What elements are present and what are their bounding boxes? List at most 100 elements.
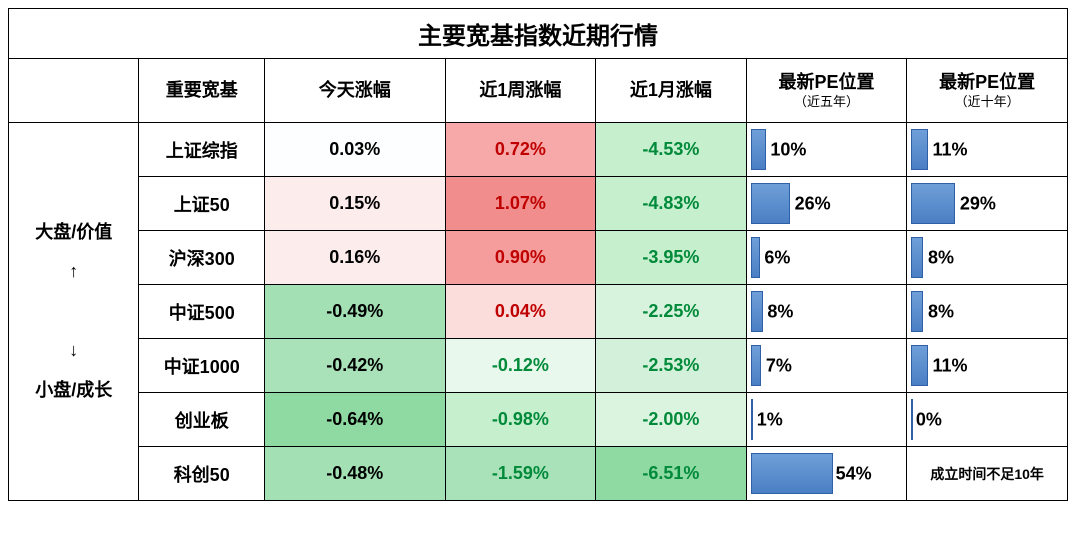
pe-bar <box>911 183 955 224</box>
index-table: 主要宽基指数近期行情 重要宽基 今天涨幅 近1周涨幅 近1月涨幅 最新PE位置 … <box>8 8 1068 501</box>
col-name: 重要宽基 <box>139 59 264 123</box>
col-pe10-text: 最新PE位置 <box>939 72 1035 92</box>
pe-label: 8% <box>767 301 793 322</box>
table-row: 沪深3000.16%0.90%-3.95%6%8% <box>9 231 1068 285</box>
pe-bar-wrap: 8% <box>911 237 1063 278</box>
pe5-cell: 26% <box>746 177 907 231</box>
pe-bar <box>751 399 753 440</box>
col-pe5-text: 最新PE位置 <box>778 72 874 92</box>
col-week: 近1周涨幅 <box>445 59 596 123</box>
week-cell: -0.98% <box>445 393 596 447</box>
month-cell: -6.51% <box>596 447 747 501</box>
week-cell: 0.04% <box>445 285 596 339</box>
col-today: 今天涨幅 <box>264 59 445 123</box>
index-name: 中证1000 <box>139 339 264 393</box>
today-cell: 0.03% <box>264 123 445 177</box>
today-cell: -0.48% <box>264 447 445 501</box>
pe-label: 8% <box>928 301 954 322</box>
table-title: 主要宽基指数近期行情 <box>9 9 1068 59</box>
today-cell: 0.15% <box>264 177 445 231</box>
table-row: 创业板-0.64%-0.98%-2.00% 1% 0% <box>9 393 1068 447</box>
pe-bar-wrap: 54% <box>751 453 903 494</box>
month-cell: -4.53% <box>596 123 747 177</box>
col-pe10-sub: （近十年） <box>907 94 1067 110</box>
pe10-cell: 成立时间不足10年 <box>907 447 1068 501</box>
pe5-cell: 8% <box>746 285 907 339</box>
pe-bar-wrap: 0% <box>911 399 1063 440</box>
week-cell: 1.07% <box>445 177 596 231</box>
pe-label: 54% <box>836 463 872 484</box>
index-name: 科创50 <box>139 447 264 501</box>
pe-bar-wrap: 1% <box>751 399 903 440</box>
today-cell: -0.49% <box>264 285 445 339</box>
pe-bar <box>751 237 760 278</box>
pe-bar <box>751 453 833 494</box>
index-name: 上证50 <box>139 177 264 231</box>
pe-bar <box>911 237 923 278</box>
pe-label: 26% <box>795 193 831 214</box>
pe-label: 29% <box>960 193 996 214</box>
index-name: 中证500 <box>139 285 264 339</box>
table-row: 中证1000-0.42%-0.12%-2.53%7%11% <box>9 339 1068 393</box>
today-cell: 0.16% <box>264 231 445 285</box>
table-row: 中证500-0.49%0.04%-2.25% 8% 8% <box>9 285 1068 339</box>
week-cell: -1.59% <box>445 447 596 501</box>
col-month: 近1月涨幅 <box>596 59 747 123</box>
col-pe10: 最新PE位置 （近十年） <box>907 59 1068 123</box>
pe10-cell: 11% <box>907 339 1068 393</box>
month-cell: -2.25% <box>596 285 747 339</box>
col-pe5-sub: （近五年） <box>747 94 907 110</box>
table-row: 科创50-0.48%-1.59%-6.51% 54% 成立时间不足10年 <box>9 447 1068 501</box>
pe-label: 8% <box>928 247 954 268</box>
side-label: 大盘/价值↑ ↓小盘/成长 <box>9 123 139 501</box>
month-cell: -3.95% <box>596 231 747 285</box>
pe-bar <box>911 345 928 386</box>
index-name: 创业板 <box>139 393 264 447</box>
pe5-cell: 6% <box>746 231 907 285</box>
week-cell: -0.12% <box>445 339 596 393</box>
today-cell: -0.64% <box>264 393 445 447</box>
pe-bar <box>911 291 923 332</box>
pe-bar <box>751 129 766 170</box>
pe5-cell: 7% <box>746 339 907 393</box>
pe-bar-wrap: 11% <box>911 345 1063 386</box>
index-name: 上证综指 <box>139 123 264 177</box>
pe10-cell: 8% <box>907 231 1068 285</box>
col-pe5: 最新PE位置 （近五年） <box>746 59 907 123</box>
title-row: 主要宽基指数近期行情 <box>9 9 1068 59</box>
pe-bar-wrap: 26% <box>751 183 903 224</box>
pe-bar-wrap: 8% <box>751 291 903 332</box>
pe-label: 0% <box>916 409 942 430</box>
pe-bar <box>911 399 913 440</box>
pe-label: 1% <box>757 409 783 430</box>
month-cell: -2.53% <box>596 339 747 393</box>
pe-label: 7% <box>766 355 792 376</box>
col-side <box>9 59 139 123</box>
table-row: 上证500.15%1.07%-4.83% 26% 29% <box>9 177 1068 231</box>
pe-label: 11% <box>933 139 968 160</box>
pe-label: 11% <box>933 355 968 376</box>
pe-note: 成立时间不足10年 <box>930 466 1044 482</box>
week-cell: 0.90% <box>445 231 596 285</box>
pe-bar-wrap: 11% <box>911 129 1063 170</box>
pe-bar-wrap: 8% <box>911 291 1063 332</box>
pe-bar-wrap: 29% <box>911 183 1063 224</box>
header-row: 重要宽基 今天涨幅 近1周涨幅 近1月涨幅 最新PE位置 （近五年） 最新PE位… <box>9 59 1068 123</box>
month-cell: -4.83% <box>596 177 747 231</box>
week-cell: 0.72% <box>445 123 596 177</box>
pe10-cell: 11% <box>907 123 1068 177</box>
pe-label: 6% <box>764 247 790 268</box>
pe10-cell: 8% <box>907 285 1068 339</box>
pe-bar <box>751 183 790 224</box>
pe-bar <box>751 345 762 386</box>
pe-bar-wrap: 10% <box>751 129 903 170</box>
pe-bar-wrap: 7% <box>751 345 903 386</box>
pe-bar <box>911 129 928 170</box>
month-cell: -2.00% <box>596 393 747 447</box>
pe10-cell: 29% <box>907 177 1068 231</box>
table-row: 大盘/价值↑ ↓小盘/成长上证综指0.03%0.72%-4.53%10%11% <box>9 123 1068 177</box>
pe-bar-wrap: 6% <box>751 237 903 278</box>
pe5-cell: 54% <box>746 447 907 501</box>
pe-label: 10% <box>770 139 806 160</box>
pe5-cell: 10% <box>746 123 907 177</box>
